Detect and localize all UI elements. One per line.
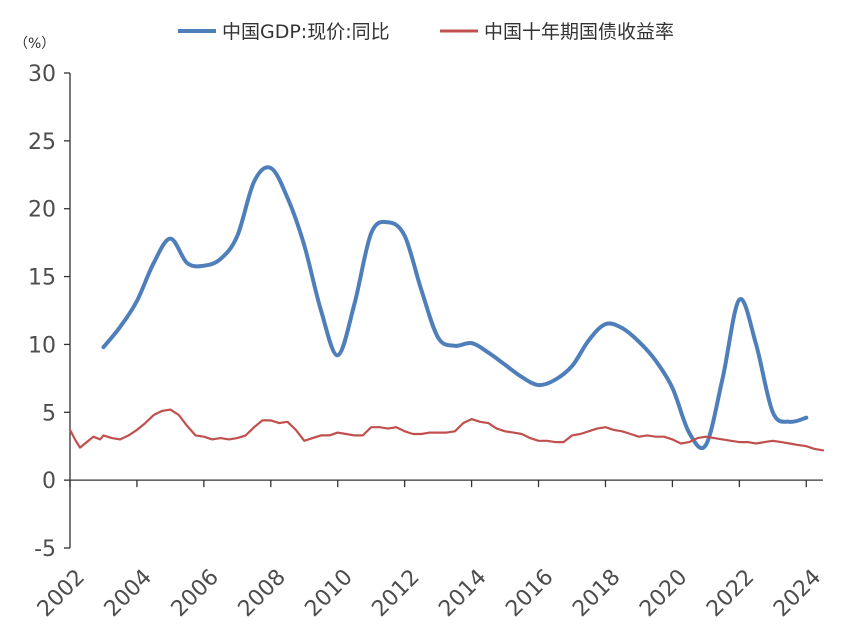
y-tick-label: -5 — [34, 537, 56, 562]
x-tick-label: 2022 — [702, 565, 759, 622]
series-layer — [68, 165, 825, 452]
x-axis: 2002 2004 2006 2008 2010 2012 2014 2016 2018 2020… — [33, 479, 826, 622]
legend: 中国GDP:现价:同比 中国十年期国债收益率 — [178, 21, 674, 43]
x-tick-label: 2008 — [234, 565, 291, 622]
y-tick-label: 10 — [28, 333, 56, 358]
y-axis-unit-label: （%） — [14, 36, 55, 52]
series-line-gdp — [101, 165, 809, 451]
y-tick-label: 20 — [28, 198, 56, 223]
x-tick-label: 2016 — [501, 565, 558, 622]
y-tick-label: 5 — [42, 401, 56, 426]
y-tick-label: 25 — [28, 130, 56, 155]
y-tick-label: 0 — [42, 469, 56, 494]
x-tick-label: 2020 — [635, 565, 692, 622]
x-tick-label: 2018 — [568, 565, 625, 622]
series-line-bond-yield — [68, 408, 825, 452]
x-tick-label: 2010 — [300, 565, 357, 622]
legend-label: 中国十年期国债收益率 — [484, 21, 674, 43]
x-tick-label: 2006 — [167, 565, 224, 622]
y-axis: -5 0 5 10 15 20 25 30 — [28, 62, 71, 562]
y-tick-label: 15 — [28, 266, 56, 291]
x-tick-label: 2024 — [769, 565, 826, 622]
x-tick-label: 2004 — [100, 565, 157, 622]
x-tick-label: 2002 — [33, 565, 90, 622]
y-tick-label: 30 — [28, 62, 56, 87]
x-tick-label: 2012 — [367, 565, 424, 622]
x-tick-label: 2014 — [434, 565, 491, 622]
legend-label: 中国GDP:现价:同比 — [222, 21, 390, 43]
